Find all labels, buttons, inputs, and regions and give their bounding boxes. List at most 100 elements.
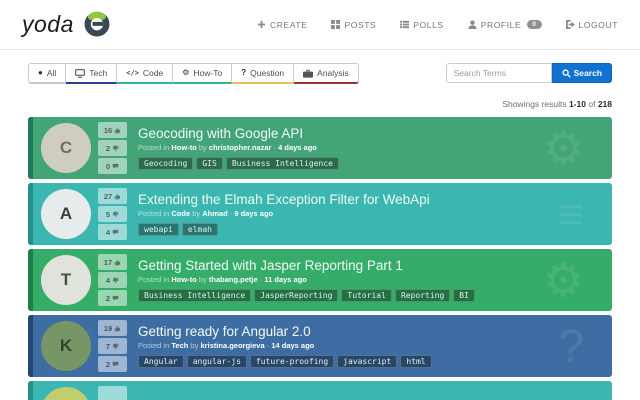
post-category[interactable]: How-to: [171, 143, 197, 152]
downvotes-stat: 5: [98, 206, 127, 222]
comment-icon: [112, 163, 119, 169]
filter-tech[interactable]: Tech: [66, 63, 118, 84]
downvotes-stat: 7: [98, 338, 127, 354]
card-accent-strip: [28, 117, 33, 179]
circle-icon: ●: [38, 68, 43, 77]
post-card[interactable]: A 27 5 4 Extending the Elmah Exception F…: [28, 183, 612, 245]
thumbs-down-icon: [113, 277, 119, 283]
downvotes-stat: 4: [98, 272, 127, 288]
post-author[interactable]: thabang.petje: [208, 275, 258, 284]
nav-polls[interactable]: POLLS: [400, 20, 443, 30]
post-title[interactable]: Extending the Elmah Exception Filter for…: [138, 192, 430, 207]
post-author[interactable]: Ahmad: [202, 209, 228, 218]
avatar[interactable]: C: [41, 123, 91, 173]
results-range: 1-10: [568, 99, 586, 109]
tag[interactable]: GIS: [196, 157, 223, 170]
logo-swirl-icon: [84, 11, 110, 37]
post-card[interactable]: K 19 7 2 Getting ready for Angular 2.0 P…: [28, 315, 612, 377]
filter-howto[interactable]: ⚙ How-To: [173, 63, 233, 84]
post-stats: 16 2 0: [98, 122, 127, 174]
filter-code[interactable]: </> Code: [117, 63, 174, 84]
tag[interactable]: JasperReporting: [254, 289, 339, 302]
card-accent-strip: [28, 183, 33, 245]
search-input[interactable]: [445, 63, 552, 83]
tag[interactable]: javascript: [337, 355, 398, 368]
post-author[interactable]: christopher.nazar: [208, 143, 272, 152]
tag[interactable]: Angular: [138, 355, 184, 368]
nav-profile[interactable]: PROFILE 0: [468, 20, 542, 30]
monitor-icon: [75, 68, 86, 78]
avatar[interactable]: [41, 387, 91, 400]
post-content: Geocoding with Google API Posted in How-…: [138, 126, 612, 170]
avatar[interactable]: T: [41, 255, 91, 305]
posted-in-label: Posted in: [138, 143, 170, 152]
upvotes-count: 16: [103, 125, 113, 135]
post-stats: 17 4 2: [98, 254, 127, 306]
filter-tech-label: Tech: [89, 68, 108, 78]
card-accent-strip: [28, 249, 33, 311]
avatar[interactable]: K: [41, 321, 91, 371]
tag[interactable]: Tutorial: [341, 289, 392, 302]
tag[interactable]: Business Intelligence: [138, 289, 252, 302]
tag[interactable]: webapi: [138, 223, 179, 236]
tag[interactable]: Business Intelligence: [225, 157, 339, 170]
downvotes-count: 4: [105, 275, 111, 285]
post-age: 14 days ago: [271, 341, 315, 350]
post-content: Extending the Elmah Exception Filter for…: [138, 192, 612, 236]
post-meta: Posted in Tech by kristina.georgieva · 1…: [138, 341, 612, 350]
tag-list: Angular angular-js future-proofing javas…: [138, 355, 612, 368]
filter-all-label: All: [46, 68, 57, 78]
post-category[interactable]: How-to: [171, 275, 197, 284]
avatar[interactable]: A: [41, 189, 91, 239]
search-button[interactable]: Search: [551, 63, 612, 83]
comments-count: 2: [105, 359, 111, 369]
upvotes-stat: [98, 386, 127, 400]
nav-logout[interactable]: LOGOUT: [565, 19, 619, 30]
post-title[interactable]: Getting ready for Angular 2.0: [138, 324, 311, 339]
tag[interactable]: Geocoding: [138, 157, 194, 170]
post-card[interactable]: [28, 381, 612, 400]
toolbar: ● All Tech </> Code ⚙ How-To ? Question: [0, 50, 640, 84]
search-icon: [562, 68, 571, 78]
comments-count: 4: [105, 227, 111, 237]
filter-analysis[interactable]: Analysis: [294, 63, 359, 84]
upvotes-stat: 16: [98, 122, 127, 138]
category-filters: ● All Tech </> Code ⚙ How-To ? Question: [28, 63, 359, 84]
briefcase-icon: [303, 69, 314, 78]
post-category[interactable]: Tech: [171, 341, 189, 350]
results-total: 218: [597, 99, 612, 109]
post-age: 4 days ago: [278, 143, 317, 152]
posted-in-label: Posted in: [138, 275, 170, 284]
nav-create-label: CREATE: [270, 19, 308, 30]
downvotes-count: 2: [105, 143, 111, 153]
post-card[interactable]: C 16 2 0 Geocoding with Google API Poste…: [28, 117, 612, 179]
nav-create[interactable]: CREATE: [257, 20, 307, 30]
post-category[interactable]: Code: [171, 209, 191, 218]
tag[interactable]: angular-js: [186, 355, 247, 368]
by-label: by: [198, 275, 207, 284]
tag[interactable]: future-proofing: [249, 355, 335, 368]
post-list: C 16 2 0 Geocoding with Google API Poste…: [28, 117, 612, 400]
post-meta: Posted in Code by Ahmad · 9 days ago: [138, 209, 612, 218]
tag[interactable]: Reporting: [394, 289, 451, 302]
filter-question[interactable]: ? Question: [232, 63, 295, 84]
nav-logout-label: LOGOUT: [578, 19, 618, 30]
downvotes-count: 7: [105, 341, 111, 351]
tag[interactable]: BI: [453, 289, 475, 302]
upvotes-count: 17: [103, 257, 113, 267]
post-title[interactable]: Getting Started with Jasper Reporting Pa…: [138, 258, 403, 273]
thumbs-down-icon: [113, 343, 119, 349]
by-label: by: [198, 143, 207, 152]
tag[interactable]: elmah: [181, 223, 218, 236]
filter-all[interactable]: ● All: [28, 63, 67, 84]
plus-icon: [257, 20, 266, 29]
meta-separator: ·: [229, 209, 233, 218]
comments-stat: 2: [98, 356, 127, 372]
logo[interactable]: yoda: [22, 9, 113, 41]
post-author[interactable]: kristina.georgieva: [200, 341, 265, 350]
nav-posts[interactable]: POSTS: [331, 20, 376, 30]
post-card[interactable]: T 17 4 2 Getting Started with Jasper Rep…: [28, 249, 612, 311]
post-title[interactable]: Geocoding with Google API: [138, 126, 304, 141]
tag[interactable]: html: [400, 355, 432, 368]
